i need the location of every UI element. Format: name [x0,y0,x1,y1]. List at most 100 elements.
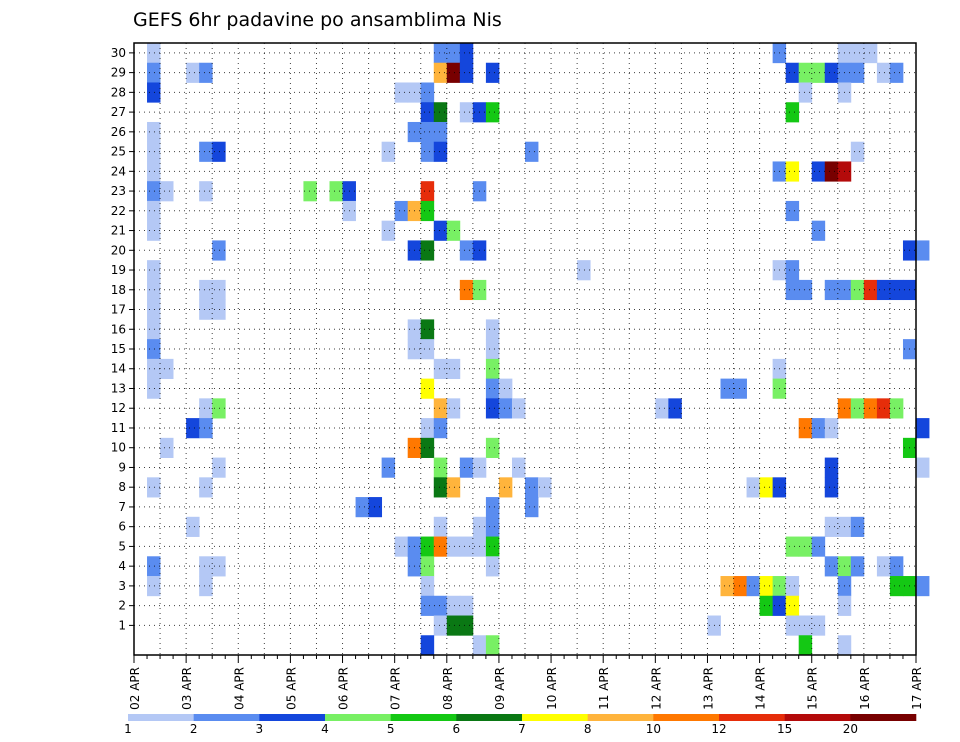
heatmap-cell [850,141,865,162]
colorbar-label: 3 [256,722,264,736]
heatmap-cell [303,181,317,202]
heatmap-cell [824,457,839,478]
y-tick-label: 10 [111,441,126,455]
colorbar-swatch [193,714,260,721]
heatmap-cell [147,141,161,162]
heatmap-cell [433,615,448,636]
heatmap-cell [759,576,774,597]
heatmap-cell [199,556,213,577]
heatmap-cell [525,141,539,162]
heatmap-cell [459,240,474,261]
y-tick-label: 22 [111,204,126,218]
heatmap-cell [863,398,878,419]
heatmap-cell [446,595,461,616]
x-tick-label: 07 APR [389,667,403,710]
heatmap-cell [525,497,539,518]
colorbar-swatch [456,714,523,721]
heatmap-cell [381,220,396,241]
y-tick-label: 18 [111,283,126,297]
heatmap-cell [147,358,161,380]
colorbar-swatch [719,714,785,721]
heatmap-cell [420,635,435,656]
heatmap-cell [485,398,500,419]
x-tick-label: 10 APR [545,667,559,710]
colorbar-label: 10 [646,722,661,736]
heatmap-cell [785,200,800,222]
y-tick-label: 15 [111,342,126,356]
heatmap-cell [863,43,878,64]
x-tick-label: 15 APR [806,667,820,710]
heatmap-cell [459,595,474,616]
heatmap-cell [889,576,904,597]
heatmap-cell [485,378,500,399]
y-tick-label: 7 [118,500,126,514]
colorbar-label: 7 [518,722,526,736]
heatmap-cell [824,556,839,577]
heatmap-cell [850,43,865,64]
heatmap-cell [420,556,435,577]
heatmap-cell [916,240,930,261]
heatmap-cell [798,82,813,103]
heatmap-cell [785,102,800,123]
heatmap-cell [420,102,435,123]
y-tick-label: 9 [118,460,126,474]
heatmap-cell [668,398,682,419]
x-tick-label: 13 APR [701,667,715,710]
heatmap-cell [433,220,448,241]
heatmap-cell [186,418,200,439]
heatmap-cell [485,536,500,557]
heatmap-cell [485,556,500,577]
heatmap-cell [212,299,226,320]
heatmap-cell [889,556,904,577]
x-tick-label: 09 APR [493,667,507,710]
x-tick-label: 14 APR [754,667,768,710]
heatmap-cell [498,477,513,498]
heatmap-cell [485,516,500,537]
heatmap-cell [733,378,747,399]
heatmap-cell [720,378,734,399]
heatmap-cell [212,398,226,419]
colorbar-swatch [850,714,917,721]
y-tick-label: 3 [118,579,126,593]
heatmap-cell [147,82,161,103]
heatmap-cell [212,457,226,478]
heatmap-cell [212,279,226,301]
y-tick-label: 30 [111,46,126,60]
heatmap-cell [147,319,161,340]
heatmap-cell [811,536,826,557]
heatmap-cell [420,319,435,340]
heatmap-cell [199,477,213,498]
heatmap-cell [433,418,448,439]
heatmap-cell [420,576,435,597]
colorbar-swatch [325,714,391,721]
heatmap-cell [485,358,500,380]
y-tick-label: 1 [118,618,126,632]
heatmap-cell [147,62,161,83]
heatmap-cell [199,398,213,419]
heatmap-cell [759,595,774,616]
heatmap-cell [459,102,474,123]
heatmap-cell [199,418,213,439]
colorbar-label: 8 [584,722,592,736]
heatmap-cell [420,437,435,458]
heatmap-cell [916,457,930,478]
x-tick-label: 04 APR [232,667,246,710]
heatmap-cell [199,62,213,83]
heatmap-cell [420,339,435,360]
y-tick-label: 17 [111,303,126,317]
colorbar-label: 20 [843,722,858,736]
heatmap-cell [824,418,839,439]
heatmap-cell [433,43,448,64]
dotted-grid [134,43,916,655]
y-tick-label: 25 [111,145,126,159]
x-tick-label: 12 APR [649,667,663,710]
colorbar-label: 6 [453,722,461,736]
heatmap-cell [147,121,161,143]
heatmap-cell [889,62,904,83]
heatmap-cell [511,398,526,419]
heatmap-cell [212,556,226,577]
heatmap-cell [785,536,800,557]
heatmap-cell [798,635,813,656]
x-tick-label: 06 APR [337,667,351,710]
heatmap-cell [837,635,852,656]
